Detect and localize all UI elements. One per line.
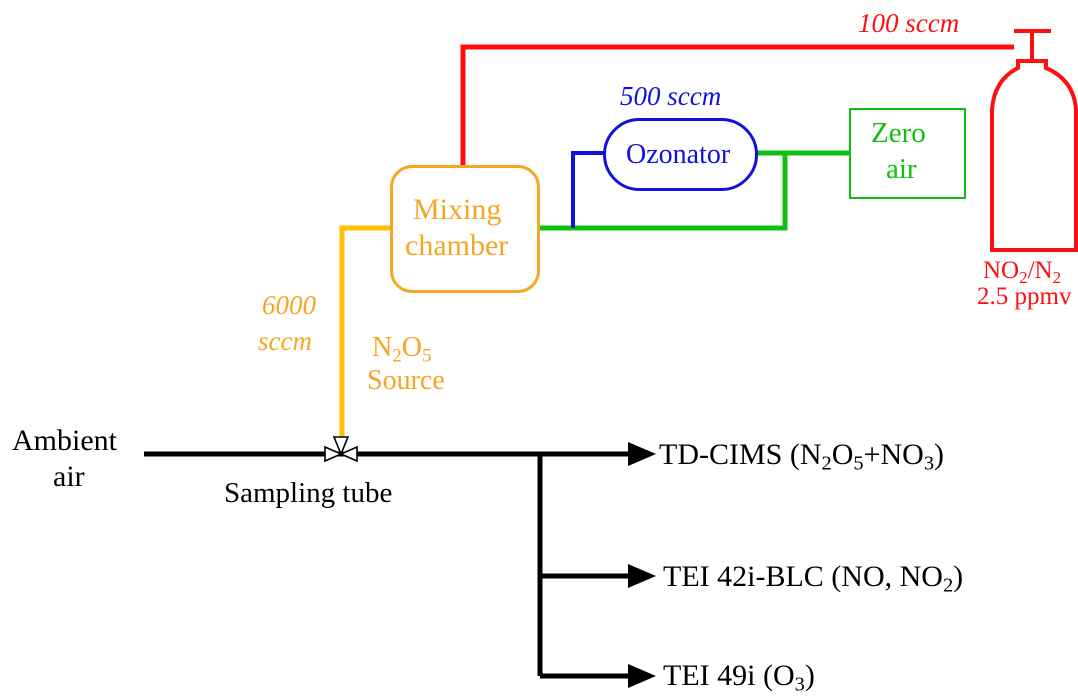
- n2o5-flow-label-line2: sccm: [258, 326, 312, 356]
- ozone-flow-label: 500 sccm: [620, 81, 722, 111]
- cylinder-label-line1: NO2/N2: [983, 257, 1062, 287]
- instrument-td-cims: TD-CIMS (N2O5+NO3): [659, 438, 945, 475]
- no2-flow-line: [460, 44, 1014, 165]
- sampling-tube-label: Sampling tube: [224, 477, 393, 509]
- n2o5-flow-line: [339, 225, 390, 440]
- instrument-tei42i-blc: TEI 42i-BLC (NO, NO2): [663, 560, 964, 597]
- zero-air-box: [849, 108, 966, 199]
- n2o5-source-label-line1: N2O5: [372, 332, 432, 367]
- ozonator-label: Ozonator: [626, 139, 731, 170]
- ambient-air-label-line2: air: [53, 460, 85, 493]
- mixing-chamber-box: [390, 165, 540, 293]
- n2o5-flow-label-line1: 6000: [262, 290, 316, 320]
- mixing-chamber-label-line2: chamber: [405, 229, 509, 262]
- ambient-air-label-line1: Ambient: [12, 424, 117, 457]
- instrument-tei49i: TEI 49i (O3): [663, 659, 815, 696]
- cylinder-label-line2: 2.5 ppmv: [977, 283, 1072, 310]
- no2-flow-label: 100 sccm: [858, 8, 960, 38]
- zero-air-label-line2: air: [886, 153, 917, 185]
- arrow-right-icon: [628, 664, 656, 688]
- three-way-valve-icon: [324, 436, 358, 463]
- arrow-right-icon: [628, 442, 656, 466]
- n2o5-source-label-line2: Source: [367, 365, 445, 396]
- ozone-flow-line: [571, 151, 605, 228]
- zero-air-label-line1: Zero: [871, 117, 926, 149]
- ozonator-box: [603, 118, 758, 191]
- arrow-right-icon: [628, 564, 656, 588]
- mixing-chamber-label-line1: Mixing: [413, 193, 502, 226]
- zero-air-flow-line: [538, 150, 850, 231]
- gas-cylinder-icon: [990, 29, 1078, 252]
